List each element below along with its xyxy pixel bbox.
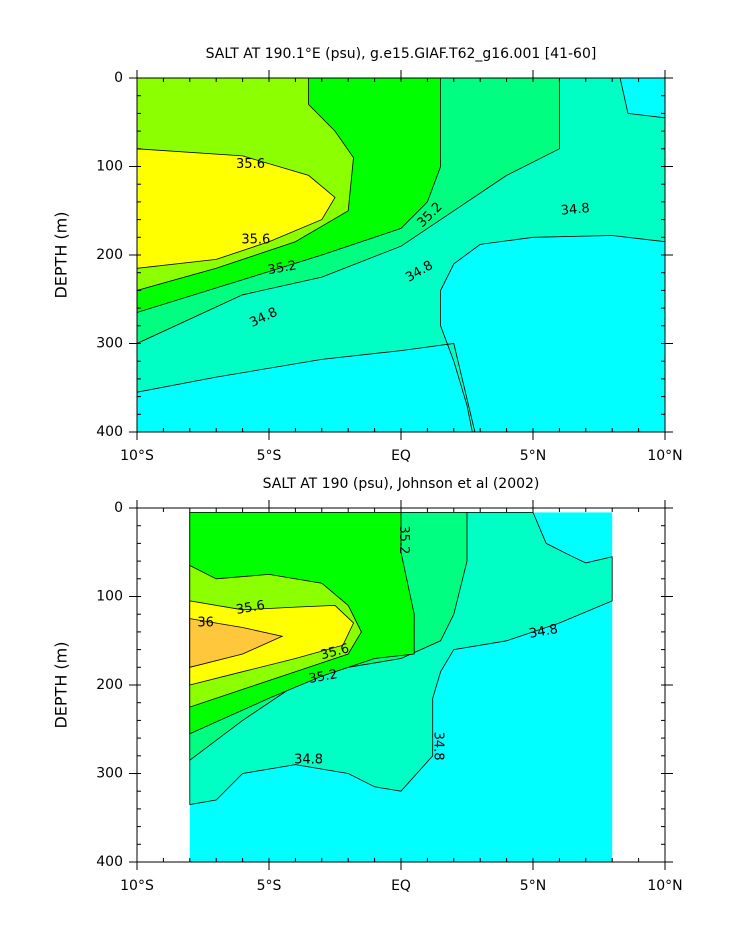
x-tick-label: 5°S bbox=[257, 448, 282, 464]
contour-region bbox=[189, 600, 354, 686]
y-tick-label: 100 bbox=[96, 159, 123, 175]
y-tick-label: 0 bbox=[114, 70, 123, 86]
x-tick-label: EQ bbox=[391, 878, 411, 894]
contour-label: 36 bbox=[197, 616, 214, 631]
panel: 35.635.635.235.234.834.834.810°S 5°S EQ 5°N… bbox=[52, 46, 683, 464]
y-tick-label: 200 bbox=[96, 677, 123, 693]
contour-label: 34.8 bbox=[430, 732, 445, 761]
y-tick-label: 300 bbox=[96, 766, 123, 782]
contour-label: 35.2 bbox=[396, 525, 411, 554]
contour-region bbox=[137, 148, 336, 269]
chart-title: SALT AT 190.1°E (psu), g.e15.GIAF.T62_g1… bbox=[206, 46, 597, 62]
contour-label: 35.2 bbox=[308, 667, 339, 687]
y-tick-label: 400 bbox=[96, 424, 123, 440]
contour-label: 35.6 bbox=[241, 232, 270, 247]
x-tick-label: 5°N bbox=[520, 878, 546, 894]
x-tick-label: 10°N bbox=[647, 448, 682, 464]
x-tick-label: 10°S bbox=[120, 448, 154, 464]
y-tick-label: 0 bbox=[114, 500, 123, 516]
contour-label: 35.6 bbox=[319, 641, 351, 663]
y-axis-label: DEPTH (m) bbox=[52, 211, 71, 298]
y-tick-label: 300 bbox=[96, 336, 123, 352]
contour-area bbox=[137, 78, 665, 432]
contour-label: 35.6 bbox=[236, 157, 265, 172]
y-tick-label: 400 bbox=[96, 854, 123, 870]
panel: 36 35.6 35.6 35.2 35.2 34.8 34.8 34.8 10°S 5°S EQ 5… bbox=[52, 476, 683, 894]
contour-region bbox=[189, 618, 284, 668]
x-tick-label: 5°N bbox=[520, 448, 546, 464]
x-tick-label: EQ bbox=[391, 448, 411, 464]
contour-label: 34.8 bbox=[560, 201, 590, 218]
contour-area bbox=[189, 512, 613, 862]
x-tick-label: 10°N bbox=[647, 878, 682, 894]
y-tick-label: 200 bbox=[96, 247, 123, 263]
y-tick-label: 100 bbox=[96, 589, 123, 605]
contour-label: 35.6 bbox=[235, 598, 266, 618]
x-tick-label: 10°S bbox=[120, 878, 154, 894]
contour-label: 35.2 bbox=[267, 258, 298, 278]
y-axis-label: DEPTH (m) bbox=[52, 641, 71, 728]
contour-label: 34.8 bbox=[294, 753, 323, 768]
contour-label: 34.8 bbox=[528, 622, 559, 642]
x-tick-label: 5°S bbox=[257, 878, 282, 894]
chart-title: SALT AT 190 (psu), Johnson et al (2002) bbox=[263, 476, 540, 492]
